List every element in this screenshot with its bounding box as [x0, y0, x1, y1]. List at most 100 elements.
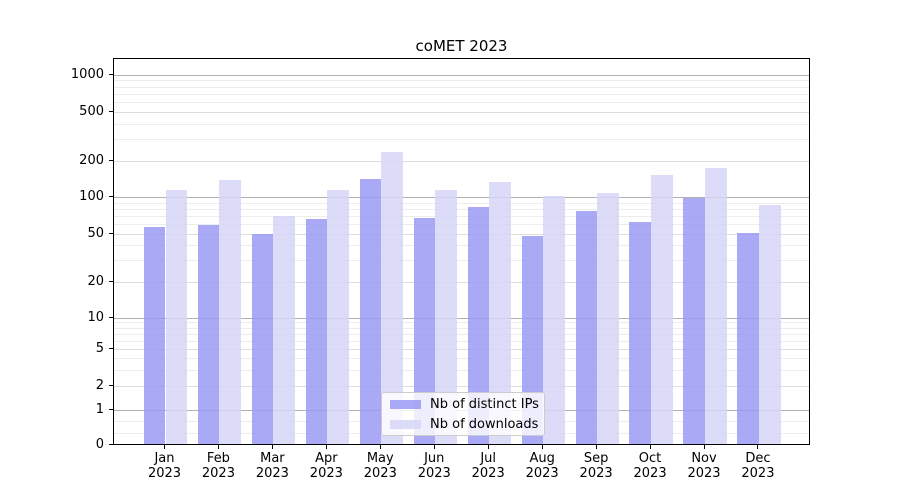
x-axis-tick-mark: [595, 445, 597, 449]
y-axis-tick-label: 10: [87, 309, 104, 325]
x-axis-label-line: 2023: [633, 466, 667, 481]
x-axis-tick-mark: [379, 445, 381, 449]
gridline-minor: [114, 111, 809, 113]
x-axis-tick-mark: [649, 445, 651, 449]
gridline-minor: [114, 357, 809, 359]
x-axis-label-line: 2023: [201, 466, 235, 481]
y-axis-tick-mark: [109, 159, 113, 161]
gridline-major: [114, 317, 809, 319]
gridline-minor: [114, 281, 809, 283]
chart-title: coMET 2023: [415, 37, 508, 55]
y-axis-tick-mark: [109, 385, 113, 387]
bar-downloads: [651, 174, 673, 444]
x-axis-tick-mark: [541, 445, 543, 449]
gridline-minor: [114, 386, 809, 388]
gridline-minor: [114, 369, 809, 371]
x-axis-label-line: 2023: [309, 466, 343, 481]
bar-distinct-ips: [305, 218, 328, 444]
bar-downloads: [165, 190, 188, 444]
x-axis-label: May 2023: [350, 451, 410, 481]
y-axis-tick-mark: [109, 110, 113, 112]
y-axis-tick-mark: [109, 232, 113, 234]
bar-distinct-ips: [683, 197, 705, 444]
x-axis-label-line: Nov: [691, 451, 717, 466]
x-axis-tick-mark: [487, 445, 489, 449]
x-axis-label-line: 2023: [363, 466, 397, 481]
y-axis-tick-label: 1: [95, 401, 104, 417]
legend-label-distinct-ips: Nb of distinct IPs: [430, 396, 539, 412]
legend-swatch-downloads-icon: [390, 419, 421, 429]
gridline-major: [114, 197, 809, 198]
x-axis-label-line: 2023: [147, 466, 182, 481]
x-axis-label: Mar 2023: [242, 451, 302, 481]
x-axis-label: Aug 2023: [512, 451, 572, 481]
gridline-minor: [114, 202, 809, 204]
x-axis-label-line: 2023: [525, 466, 559, 481]
y-axis-tick-label: 200: [79, 152, 104, 168]
legend: Nb of distinct IPs Nb of downloads: [381, 392, 545, 436]
gridline-minor: [114, 208, 809, 210]
y-axis-tick-label: 2: [95, 378, 104, 394]
bar-distinct-ips: [251, 233, 274, 444]
gridline-minor: [114, 340, 809, 342]
x-axis-label-line: Apr: [315, 451, 338, 466]
x-axis-label: Jan 2023: [135, 451, 195, 481]
x-axis-tick-mark: [703, 445, 705, 449]
gridline-minor: [114, 160, 809, 162]
gridline-minor: [114, 348, 809, 350]
x-axis-label-line: May: [366, 451, 394, 466]
x-axis-label-line: 2023: [741, 466, 775, 481]
bar-downloads: [327, 190, 349, 444]
gridline-minor: [114, 327, 809, 329]
x-axis-label: Feb 2023: [188, 451, 248, 481]
y-axis-tick-mark: [109, 196, 113, 197]
bar-downloads: [273, 216, 295, 444]
y-axis-tick-mark: [109, 444, 113, 445]
y-axis-tick-label: 100: [79, 189, 104, 204]
bar-distinct-ips: [413, 217, 436, 444]
x-axis-label-line: Mar: [260, 451, 285, 466]
y-axis-tick-mark: [109, 408, 113, 410]
gridline-minor: [114, 333, 809, 335]
x-axis-tick-mark: [271, 445, 273, 449]
bar-distinct-ips: [737, 232, 759, 444]
x-axis-label-line: 2023: [579, 466, 613, 481]
y-axis-tick-mark: [109, 280, 113, 282]
x-axis-label: Nov 2023: [674, 451, 734, 481]
gridline-minor: [114, 93, 809, 95]
y-axis-tick-label: 500: [79, 103, 104, 119]
x-axis-label-line: Dec: [745, 451, 771, 466]
bar-downloads: [489, 182, 511, 444]
legend-item-downloads: Nb of downloads: [390, 416, 539, 432]
bar-downloads: [435, 190, 457, 444]
x-axis-label: Apr 2023: [296, 451, 356, 481]
x-axis-label-line: Aug: [529, 451, 555, 466]
x-axis-label: Jun 2023: [404, 451, 464, 481]
y-axis-tick-mark: [109, 316, 113, 318]
plot-area: [113, 58, 810, 445]
y-axis-tick-label: 0: [95, 437, 104, 452]
gridline-minor: [114, 223, 809, 225]
y-axis-tick-label: 1000: [70, 66, 104, 82]
bar-downloads: [543, 196, 565, 444]
x-axis-tick-mark: [757, 445, 759, 449]
gridline-major: [114, 74, 809, 76]
x-axis-tick-mark: [325, 445, 327, 449]
bar-distinct-ips: [143, 226, 166, 444]
gridline-minor: [114, 123, 809, 125]
x-axis-label: Jul 2023: [458, 451, 518, 481]
gridline-minor: [114, 86, 809, 88]
y-axis-tick-mark: [109, 73, 113, 75]
bar-downloads: [219, 180, 242, 444]
x-axis-tick-mark: [217, 445, 219, 449]
legend-swatch-distinct-ips-icon: [390, 399, 421, 409]
x-axis-label-line: 2023: [471, 466, 505, 481]
x-axis-label-line: Sep: [583, 451, 609, 466]
x-axis-label-line: Jul: [480, 451, 497, 466]
x-axis-label-line: 2023: [687, 466, 721, 481]
x-axis-label-line: 2023: [255, 466, 289, 481]
x-axis-label-line: 2023: [417, 466, 451, 481]
gridline-minor: [114, 322, 809, 324]
legend-label-downloads: Nb of downloads: [430, 416, 539, 432]
